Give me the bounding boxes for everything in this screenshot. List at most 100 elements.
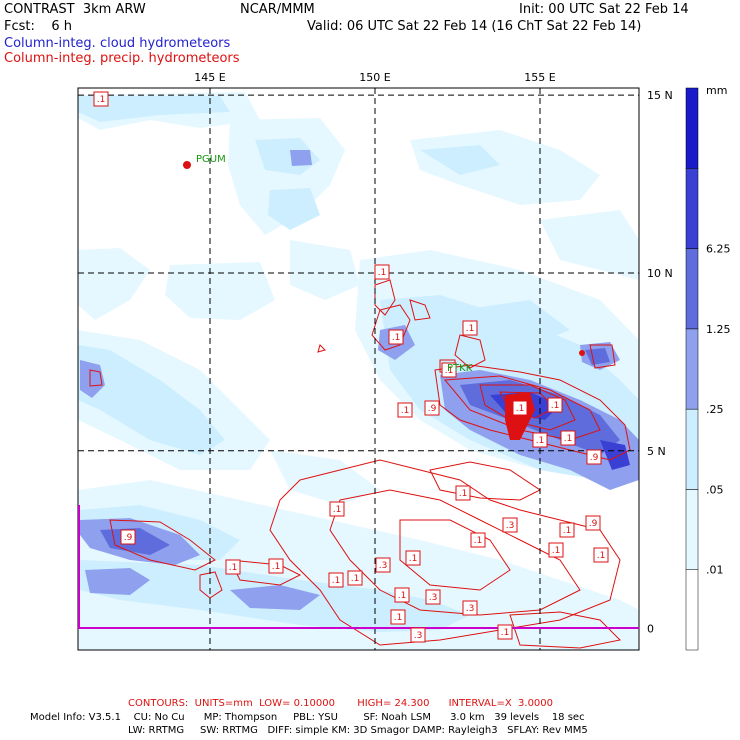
forecast-hour: Fcst: 6 h — [4, 19, 73, 34]
y-tick-label: 5 N — [647, 445, 666, 458]
institution: NCAR/MMM — [240, 2, 315, 17]
contour-label: .1 — [455, 485, 471, 501]
contour-label: .1 — [497, 624, 513, 640]
contour-label: .3 — [410, 627, 426, 643]
station-markers: PGUM PTKK — [196, 154, 473, 374]
colorbar-segment — [685, 168, 699, 249]
model-name: CONTRAST 3km ARW — [4, 2, 146, 17]
svg-text:.1: .1 — [564, 434, 573, 444]
y-tick-labels: 15 N 10 N 5 N 0 — [647, 89, 673, 636]
model-info-line1: Model Info: V3.5.1 CU: No Cu MP: Thompso… — [30, 712, 585, 723]
contour-label: .1 — [532, 432, 548, 448]
svg-text:.3: .3 — [379, 561, 388, 571]
contour-label: .1 — [347, 570, 363, 586]
contour-label: .9 — [424, 400, 440, 416]
svg-text:.1: .1 — [97, 95, 106, 105]
contour-label: .1 — [559, 522, 575, 538]
contour-label: .3 — [462, 600, 478, 616]
field1-title: Column-integ. cloud hydrometeors — [4, 36, 231, 51]
svg-text:.1: .1 — [597, 551, 606, 561]
svg-text:.1: .1 — [392, 333, 401, 343]
station-ptkk: PTKK — [447, 363, 473, 374]
svg-text:.1: .1 — [551, 401, 560, 411]
svg-text:.1: .1 — [466, 324, 475, 334]
contour-labels: .1.1.1.1.1.1.9.1.1.1.9.1.1.3.9.1.1.9.1.1… — [93, 91, 609, 643]
svg-text:.1: .1 — [333, 505, 342, 515]
colorbar: .01 .05 .25 1.25 6.25 — [685, 87, 731, 651]
contour-label: .1 — [390, 609, 406, 625]
contour-label: .1 — [560, 430, 576, 446]
svg-text:.3: .3 — [466, 604, 475, 614]
contours-info: CONTOURS: UNITS=mm LOW= 0.10000 HIGH= 24… — [128, 698, 554, 709]
colorbar-segment — [685, 87, 699, 169]
y-tick-label: 0 — [647, 623, 654, 636]
contour-label: .1 — [397, 402, 413, 418]
valid-time: Valid: 06 UTC Sat 22 Feb 14 (16 ChT Sat … — [307, 19, 642, 34]
x-tick-label: 145 E — [194, 71, 225, 84]
svg-text:.1: .1 — [459, 489, 468, 499]
contour-label: .9 — [585, 515, 601, 531]
contour-label: .1 — [462, 320, 478, 336]
contour-label: .1 — [593, 547, 609, 563]
contour-label: .1 — [470, 532, 486, 548]
svg-text:.1: .1 — [394, 613, 403, 623]
contour-label: .3 — [425, 589, 441, 605]
svg-text:.1: .1 — [501, 628, 510, 638]
colorbar-segment — [685, 569, 699, 651]
contour-label: .1 — [405, 550, 421, 566]
svg-text:.1: .1 — [474, 536, 483, 546]
contour-label: .1 — [268, 558, 284, 574]
svg-text:.1: .1 — [552, 546, 561, 556]
contour-label: .1 — [548, 542, 564, 558]
svg-text:.9: .9 — [589, 519, 598, 529]
colorbar-label: .05 — [706, 483, 724, 496]
contour-label: .3 — [375, 557, 391, 573]
contour-label: .3 — [502, 517, 518, 533]
contour-label: .9 — [120, 529, 136, 545]
contour-label: .1 — [394, 587, 410, 603]
grid-lines — [78, 88, 639, 650]
svg-text:.1: .1 — [332, 576, 341, 586]
svg-text:.3: .3 — [429, 593, 438, 603]
init-time: Init: 00 UTC Sat 22 Feb 14 — [519, 2, 689, 17]
svg-text:.1: .1 — [229, 563, 238, 573]
svg-text:.3: .3 — [414, 631, 423, 641]
colorbar-segment — [685, 328, 699, 410]
contour-label: .1 — [388, 329, 404, 345]
svg-text:.1: .1 — [351, 574, 360, 584]
svg-text:.1: .1 — [378, 268, 387, 278]
contour-label: .9 — [586, 449, 602, 465]
svg-text:.1: .1 — [445, 366, 454, 376]
colorbar-unit: mm — [706, 84, 727, 97]
contour-label: .1 — [328, 572, 344, 588]
contour-label: .1 — [93, 91, 109, 107]
colorbar-label: 1.25 — [706, 323, 731, 336]
colorbar-label: .25 — [706, 403, 724, 416]
svg-text:.9: .9 — [124, 533, 133, 543]
svg-text:.9: .9 — [428, 404, 437, 414]
svg-text:.1: .1 — [516, 404, 525, 414]
contour-label: .1 — [547, 397, 563, 413]
svg-text:.1: .1 — [563, 526, 572, 536]
x-tick-label: 155 E — [524, 71, 555, 84]
svg-text:.1: .1 — [398, 591, 407, 601]
contour-label: .1 — [512, 400, 528, 416]
svg-text:.9: .9 — [590, 453, 599, 463]
svg-text:.1: .1 — [401, 406, 410, 416]
colorbar-segment — [685, 408, 699, 490]
x-tick-label: 150 E — [359, 71, 390, 84]
contour-label: .1 — [374, 264, 390, 280]
contour-label: .1 — [329, 501, 345, 517]
plot-frame — [77, 87, 640, 651]
y-tick-label: 15 N — [647, 89, 673, 102]
svg-text:.1: .1 — [272, 562, 281, 572]
y-tick-label: 10 N — [647, 267, 673, 280]
model-info-line2: LW: RRTMG SW: RRTMG DIFF: simple KM: 3D … — [128, 725, 588, 736]
x-tick-labels: 145 E 150 E 155 E — [194, 71, 555, 84]
colorbar-label: .01 — [706, 564, 724, 577]
svg-text:.3: .3 — [506, 521, 515, 531]
svg-text:.1: .1 — [536, 436, 545, 446]
colorbar-segment — [685, 489, 699, 570]
colorbar-label: 6.25 — [706, 243, 731, 256]
